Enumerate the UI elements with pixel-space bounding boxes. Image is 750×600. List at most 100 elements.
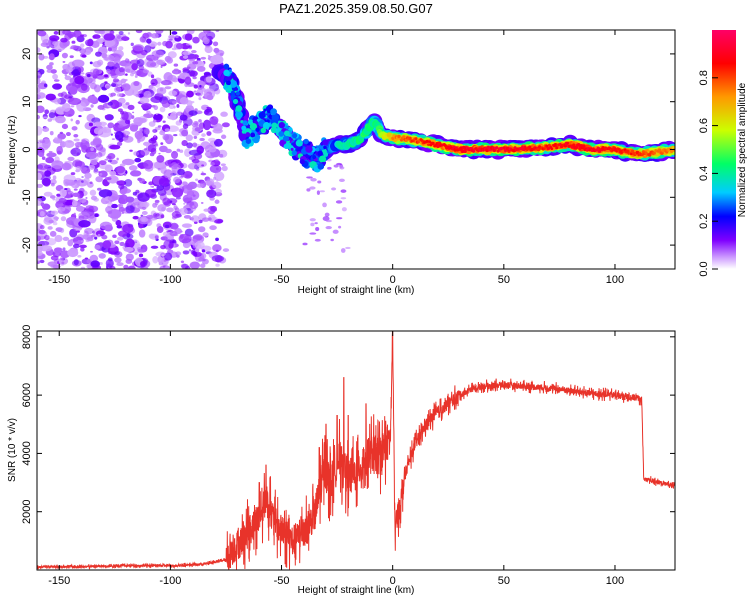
spectrogram-noise-region: [37, 30, 351, 269]
spectrogram-noise-cell: [186, 90, 194, 98]
spectrogram-noise-cell: [164, 128, 171, 132]
spectrogram-noise-cell: [150, 185, 154, 188]
spectrogram-noise-cell: [169, 112, 177, 121]
spectrogram-noise-cell: [90, 141, 95, 146]
spectrogram-ridge-cell: [653, 151, 656, 155]
spectrogram-noise-cell: [53, 216, 59, 220]
spectrogram-noise-cell: [213, 171, 225, 181]
spectrogram-noise-cell: [171, 100, 177, 105]
spectrogram-noise-cell: [112, 234, 117, 239]
spectrogram-ridge-cell: [427, 143, 430, 146]
spectrogram-noise-cell: [41, 177, 51, 187]
spectrogram-ridge-cell: [402, 135, 406, 139]
spectrogram-noise-cell: [72, 243, 80, 249]
spectrogram-noise-cell: [220, 111, 228, 117]
spectrogram-noise-cell: [175, 251, 182, 256]
spectrogram-ridge-cell: [232, 98, 239, 105]
spectrogram-noise-cell: [147, 144, 157, 153]
spectrogram-x-axis: -150 -100 -50 0 50 100: [48, 30, 624, 286]
spectrogram-noise-cell: [98, 170, 108, 178]
spectrogram-noise-cell: [160, 65, 163, 69]
spectrogram-noise-cell: [39, 139, 43, 142]
spectrogram-noise-cell: [90, 250, 93, 253]
spectrogram-noise-cell: [331, 187, 337, 191]
spectrogram-noise-cell: [71, 59, 85, 68]
spectrogram-noise-cell: [61, 102, 71, 112]
spectrogram-noise-cell: [192, 251, 202, 258]
spectrogram-noise-cell: [160, 214, 165, 219]
spectrogram-noise-cell: [95, 176, 103, 183]
spectrogram-noise-cell: [64, 75, 72, 81]
spectrogram-noise-cell: [153, 212, 160, 217]
spectrogram-noise-cell: [319, 190, 325, 193]
spectrogram-noise-cell: [129, 149, 133, 152]
spectrogram-noise-cell: [139, 97, 150, 104]
colorbar-tick-label: 0.6: [698, 118, 710, 133]
spectrogram-noise-cell: [338, 225, 342, 229]
spectrogram-noise-cell: [156, 87, 167, 95]
spectrogram-ridge-cell: [278, 121, 285, 129]
spectrogram-noise-cell: [116, 92, 123, 97]
spectrogram-noise-cell: [174, 35, 179, 39]
spectrogram-noise-cell: [111, 138, 116, 140]
spectrogram-noise-cell: [81, 176, 84, 178]
spectrogram-noise-cell: [192, 76, 197, 80]
spectrogram-noise-cell: [67, 239, 74, 247]
spectrogram-noise-cell: [121, 36, 130, 41]
spectrogram-ridge-cell: [550, 147, 554, 151]
spectrogram-noise-cell: [200, 172, 207, 176]
spectrogram-noise-cell: [111, 215, 119, 222]
spectrogram-noise-cell: [131, 63, 138, 71]
spectrogram-noise-cell: [49, 62, 54, 66]
spectrogram-noise-cell: [93, 121, 102, 127]
spectrogram-noise-cell: [148, 181, 154, 186]
spectrogram-noise-cell: [309, 218, 316, 222]
spectrogram-noise-cell: [177, 168, 185, 176]
x-tick-label: 0: [390, 274, 396, 286]
x-tick-label: 0: [390, 575, 396, 587]
colorbar-tick-label: 0.2: [698, 214, 710, 229]
spectrogram-ridge-cell: [305, 145, 313, 153]
spectrogram-ridge-cell: [528, 145, 532, 149]
spectrogram-noise-cell: [125, 205, 135, 214]
spectrogram-noise-cell: [69, 86, 78, 95]
spectrogram-noise-cell: [98, 30, 105, 35]
spectrogram-noise-cell: [181, 129, 189, 137]
spectrogram-noise-cell: [340, 189, 347, 193]
spectrogram-noise-cell: [146, 38, 152, 44]
spectrogram-noise-cell: [184, 33, 193, 41]
spectrogram-noise-cell: [316, 190, 320, 195]
spectrogram-noise-cell: [133, 117, 144, 126]
spectrogram-noise-cell: [54, 115, 66, 124]
spectrogram-noise-cell: [164, 86, 172, 90]
spectrogram-noise-cell: [104, 81, 108, 84]
spectrogram-noise-cell: [121, 211, 125, 214]
spectrogram-noise-cell: [101, 234, 108, 240]
spectrogram-noise-cell: [139, 127, 143, 133]
spectrogram-noise-cell: [194, 241, 205, 250]
spectrogram-noise-cell: [207, 54, 211, 58]
spectrogram-noise-cell: [37, 163, 49, 171]
y-tick-label: -20: [21, 237, 33, 253]
spectrogram-noise-cell: [73, 138, 80, 142]
spectrogram-noise-cell: [171, 211, 181, 219]
spectrogram-ridge-cell: [408, 136, 412, 141]
spectrogram-noise-cell: [97, 127, 112, 138]
spectrogram-noise-cell: [45, 157, 55, 164]
spectrogram-noise-cell: [200, 202, 204, 204]
spectrogram-noise-cell: [46, 152, 57, 158]
spectrogram-noise-cell: [51, 160, 64, 170]
spectrogram-noise-cell: [195, 167, 200, 171]
spectrogram-noise-cell: [176, 104, 180, 108]
spectrogram-noise-cell: [81, 139, 86, 143]
spectrogram-noise-cell: [125, 258, 133, 264]
spectrogram-noise-cell: [180, 260, 185, 264]
spectrogram-noise-cell: [114, 240, 120, 245]
colorbar-bar: [712, 30, 736, 269]
spectrogram-noise-cell: [152, 55, 158, 61]
spectrogram-noise-cell: [196, 88, 204, 97]
spectrogram-noise-cell: [98, 253, 106, 259]
spectrogram-ridge-cell: [283, 135, 290, 142]
spectrogram-noise-cell: [208, 137, 216, 143]
spectrogram-noise-cell: [120, 78, 127, 84]
